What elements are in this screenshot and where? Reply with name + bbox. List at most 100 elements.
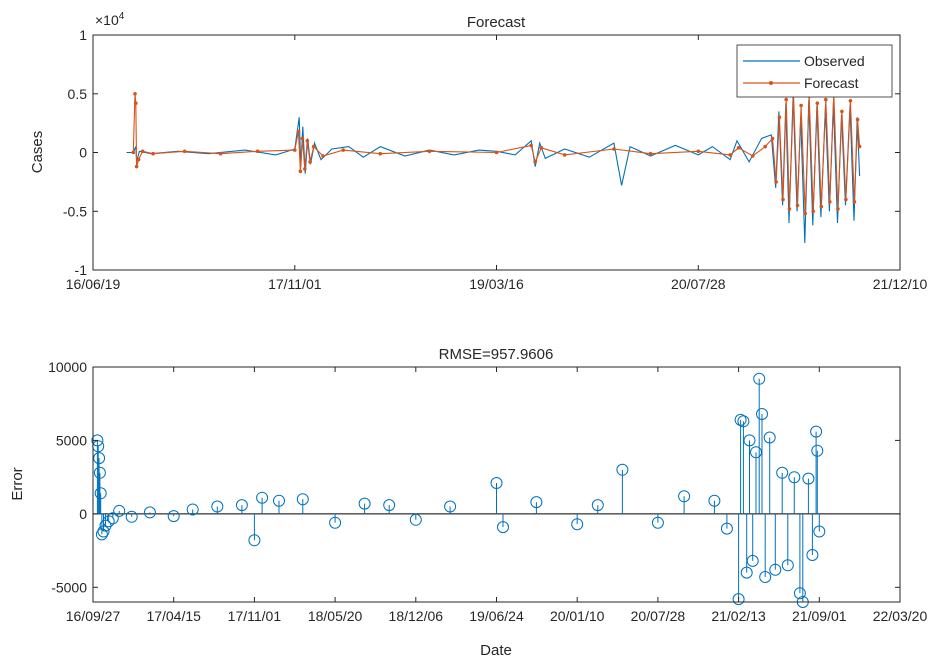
error-point-23 [383,499,396,512]
error-point-48 [776,466,789,479]
error-point-41 [746,554,759,567]
error-point-14 [186,503,199,516]
error-point-6 [97,525,110,538]
error-xtick-label-5: 19/06/24 [469,608,524,624]
error-point-11 [125,510,138,523]
error-ytick-label-0: -5000 [51,579,87,595]
error-x-label: Date [480,642,512,659]
forecast-forecast-point-48 [824,97,828,102]
forecast-series-layer [126,92,862,244]
forecast-xtick-label-0: 16/06/19 [66,276,121,292]
error-point-49 [781,559,794,572]
error-point-15 [211,500,224,513]
forecast-forecast-point-29 [696,149,701,154]
forecast-ytick-label-4: 1 [79,27,87,43]
forecast-forecast-point-53 [844,197,848,202]
forecast-forecast-point-37 [781,197,785,202]
error-chart: 16/09/27 17/04/15 17/11/01 18/05/20 18/12/06… [9,346,927,659]
forecast-forecast-point-5 [140,149,145,154]
error-point-0 [91,434,104,447]
error-ytick-label-2: 5000 [56,432,87,448]
error-point-3 [93,466,106,479]
error-point-18 [256,491,269,504]
forecast-forecast-point-23 [529,143,533,148]
forecast-xtick-label-4: 21/12/10 [873,276,928,292]
forecast-forecast-point-33 [763,144,767,149]
forecast-forecast-point-28 [648,151,653,156]
error-point-40 [743,434,756,447]
forecast-forecast-point-46 [815,101,820,105]
error-xtick-label-6: 20/01/10 [550,608,605,624]
error-point-7 [99,519,112,532]
forecast-forecast-point-12 [298,169,303,174]
forecast-forecast-point-34 [770,136,775,141]
forecast-xtick-label-1: 17/11/01 [268,276,322,292]
error-point-37 [734,413,747,426]
forecast-forecast-point-32 [750,154,755,158]
error-point-43 [753,372,766,385]
forecast-forecast-point-18 [321,154,325,158]
error-point-20 [296,493,309,506]
forecast-forecast-point-15 [305,139,310,143]
forecast-forecast-point-27 [612,147,616,151]
legend-observed-label: Observed [804,53,865,69]
error-point-53 [802,472,815,485]
error-point-21 [329,516,342,529]
error-point-47 [769,563,782,576]
error-point-24 [409,513,422,526]
forecast-forecast-point-25 [539,146,544,150]
forecast-legend: Observed Forecast [736,44,893,98]
forecast-forecast-point-42 [799,103,803,108]
error-ytick-label-3: 10000 [48,359,87,375]
error-xtick-label-1: 17/04/15 [146,608,201,624]
error-xtick-label-10: 22/03/20 [873,608,928,624]
error-point-28 [530,496,543,509]
error-y-label: Error [9,467,26,500]
forecast-ytick-label-1: -0.5 [63,203,87,219]
forecast-forecast-point-39 [787,207,792,211]
error-point-44 [756,408,768,420]
forecast-forecast-point-55 [852,200,857,204]
forecast-y-exponent-power: 4 [119,11,125,22]
error-point-10 [113,504,126,517]
forecast-ytick-label-2: 0 [79,145,87,161]
error-point-38 [737,415,750,428]
forecast-forecast-point-38 [784,97,788,102]
error-point-55 [810,425,823,438]
forecast-forecast-point-22 [494,150,499,155]
error-point-45 [759,571,772,583]
error-point-26 [490,477,503,489]
forecast-forecast-point-54 [848,99,853,103]
forecast-forecast-point-2 [134,101,138,105]
forecast-forecast-point-41 [795,203,800,208]
error-point-39 [740,566,753,579]
error-point-33 [678,490,691,503]
forecast-legend-box [736,44,893,98]
error-point-13 [167,510,180,523]
forecast-forecast-point-31 [736,146,741,150]
forecast-forecast-point-0 [131,150,136,155]
forecast-xtick-label-2: 19/03/16 [469,276,524,292]
forecast-forecast-point-10 [293,148,297,152]
error-point-32 [651,516,664,529]
forecast-series-forecast-line [132,93,861,214]
forecast-forecast-point-21 [427,149,432,154]
legend-forecast-marker [769,81,773,85]
forecast-forecast-point-17 [311,144,316,149]
error-xtick-label-9: 21/09/01 [792,608,847,624]
error-point-54 [806,549,819,561]
forecast-axes-ticks: 16/06/19 17/11/01 19/03/16 20/07/28 21/12/10… [63,27,928,292]
forecast-title: Forecast [467,14,526,31]
error-title: RMSE=957.9606 [439,346,554,363]
error-xtick-label-7: 20/07/28 [631,608,686,624]
forecast-xtick-label-3: 20/07/28 [671,276,726,292]
forecast-forecast-point-19 [341,148,346,152]
forecast-forecast-point-16 [308,160,312,164]
error-point-36 [732,593,745,606]
forecast-forecast-point-14 [303,167,307,171]
error-series-layer [91,372,826,608]
forecast-forecast-point-1 [133,92,137,96]
error-axes-ticks: 16/09/27 17/04/15 17/11/01 18/05/20 18/12/06… [48,359,927,624]
error-point-2 [93,452,106,465]
